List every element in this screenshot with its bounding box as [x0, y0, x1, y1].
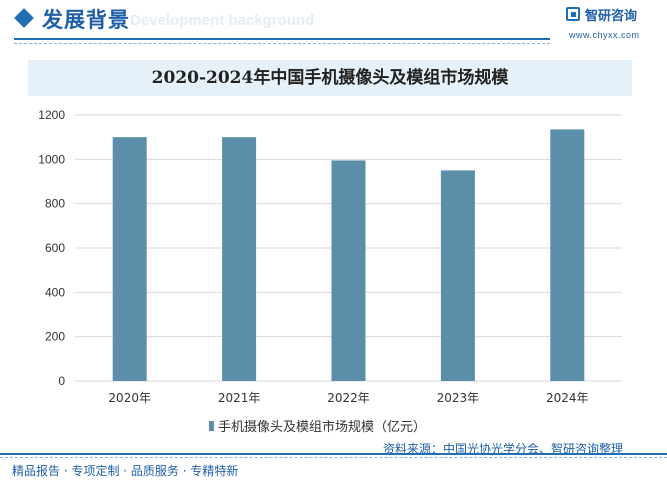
y-tick-label: 1200 [38, 108, 65, 122]
legend-swatch [209, 421, 214, 431]
bar [112, 137, 147, 381]
logo-name: 智研咨询 [585, 9, 638, 24]
legend-label: 手机摄像头及模组市场规模（亿元） [218, 419, 426, 435]
x-tick-label: 2023年 [437, 391, 480, 405]
source-note: 资料来源：中国光协光学分会、智研咨询整理 [383, 442, 624, 456]
bar [440, 170, 475, 381]
y-tick-label: 200 [45, 330, 65, 344]
x-tick-label: 2022年 [327, 391, 370, 405]
header-dotted-divider [14, 43, 550, 44]
section-subtitle: Development background [130, 12, 315, 29]
page-header: Development background 发展背景 智研咨询 www.chy… [0, 0, 667, 46]
x-tick-label: 2020年 [108, 391, 151, 405]
footer-dotted-divider [0, 457, 667, 458]
brand-logo[interactable]: 智研咨询 www.chyxx.com [566, 6, 662, 46]
section-title: 发展背景 [42, 8, 130, 32]
y-tick-label: 800 [45, 197, 65, 211]
footer-slogan: 精品报告 · 专项定制 · 品质服务 · 专精特新 [12, 464, 239, 478]
logo-url: www.chyxx.com [569, 30, 640, 40]
y-tick-label: 600 [45, 241, 65, 255]
y-tick-label: 1000 [38, 152, 65, 166]
chart-title: 2020-2024年中国手机摄像头及模组市场规模 [151, 68, 509, 88]
bar [331, 160, 366, 381]
y-tick-label: 400 [45, 285, 65, 299]
x-tick-label: 2024年 [546, 391, 589, 405]
y-tick-label: 0 [58, 374, 65, 388]
logo-icon [566, 7, 580, 21]
header-divider [14, 38, 550, 40]
bar [222, 137, 257, 381]
page-footer: 精品报告 · 专项定制 · 品质服务 · 专精特新 [0, 453, 667, 483]
bar [550, 129, 585, 381]
chart-title-bar: 2020-2024年中国手机摄像头及模组市场规模 [28, 60, 632, 96]
footer-divider [0, 453, 667, 455]
x-tick-label: 2021年 [218, 391, 261, 405]
